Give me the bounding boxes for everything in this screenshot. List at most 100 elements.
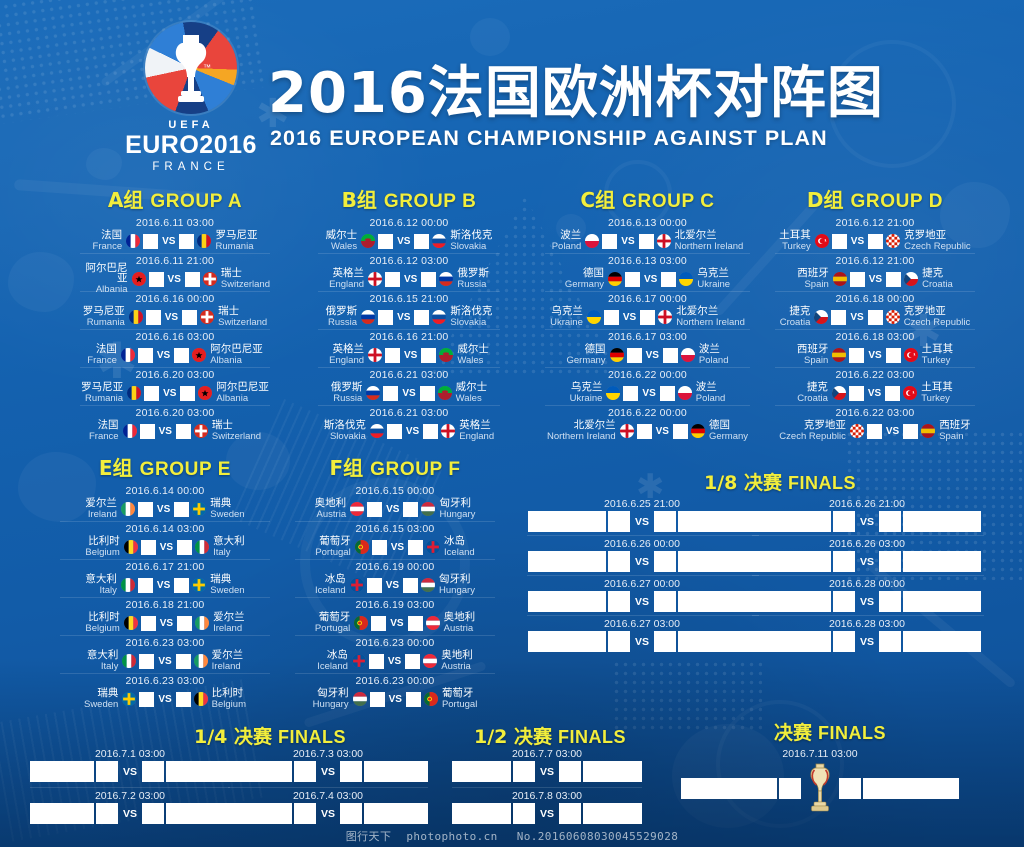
home-score-box[interactable]	[623, 385, 639, 401]
home-score-box[interactable]	[144, 385, 160, 401]
away-score-box[interactable]	[142, 761, 164, 782]
home-team-box[interactable]	[452, 761, 512, 782]
away-score-box[interactable]	[659, 385, 675, 401]
away-team-box[interactable]	[903, 551, 981, 572]
home-score-box[interactable]	[137, 577, 153, 593]
away-score-box[interactable]	[640, 309, 656, 325]
away-score-box[interactable]	[421, 271, 437, 287]
away-score-box[interactable]	[142, 803, 164, 824]
home-team-box[interactable]	[527, 631, 606, 652]
away-team-box[interactable]	[582, 803, 643, 824]
away-team-box[interactable]	[165, 761, 231, 782]
away-score-box[interactable]	[179, 233, 195, 249]
home-score-box[interactable]	[140, 615, 156, 631]
home-score-box[interactable]	[294, 761, 316, 782]
away-team-box[interactable]	[678, 511, 756, 532]
home-score-box[interactable]	[378, 233, 394, 249]
away-score-box[interactable]	[638, 233, 654, 249]
away-score-box[interactable]	[868, 233, 884, 249]
home-score-box[interactable]	[371, 539, 387, 555]
home-team-box[interactable]	[752, 551, 831, 572]
home-score-box[interactable]	[848, 385, 864, 401]
home-score-box[interactable]	[140, 539, 156, 555]
home-score-box[interactable]	[145, 309, 161, 325]
away-score-box[interactable]	[177, 539, 193, 555]
away-score-box[interactable]	[661, 271, 677, 287]
home-score-box[interactable]	[832, 511, 855, 532]
away-score-box[interactable]	[654, 551, 676, 572]
away-score-box[interactable]	[654, 631, 676, 652]
away-score-box[interactable]	[654, 591, 676, 612]
away-score-box[interactable]	[175, 691, 191, 707]
away-score-box[interactable]	[672, 423, 688, 439]
away-team-box[interactable]	[678, 551, 756, 572]
home-score-box[interactable]	[607, 591, 630, 612]
away-team-box[interactable]	[903, 591, 981, 612]
home-score-box[interactable]	[849, 347, 865, 363]
home-team-box[interactable]	[452, 803, 512, 824]
away-score-box[interactable]	[423, 423, 439, 439]
home-team-box[interactable]	[752, 631, 831, 652]
home-score-box[interactable]	[368, 653, 384, 669]
away-score-box[interactable]	[174, 501, 190, 517]
home-score-box[interactable]	[367, 501, 383, 517]
home-score-box[interactable]	[513, 761, 535, 782]
home-score-box[interactable]	[849, 271, 865, 287]
home-score-box[interactable]	[137, 501, 153, 517]
home-score-box[interactable]	[139, 653, 155, 669]
away-score-box[interactable]	[559, 803, 581, 824]
away-score-box[interactable]	[879, 631, 901, 652]
away-score-box[interactable]	[405, 653, 421, 669]
home-score-box[interactable]	[626, 347, 642, 363]
away-score-box[interactable]	[879, 511, 901, 532]
home-team-box[interactable]	[228, 761, 293, 782]
home-team-box[interactable]	[228, 803, 293, 824]
home-score-box[interactable]	[385, 347, 401, 363]
away-score-box[interactable]	[403, 577, 419, 593]
away-team-box[interactable]	[903, 511, 981, 532]
home-score-box[interactable]	[607, 631, 630, 652]
away-score-box[interactable]	[885, 385, 901, 401]
home-team-box[interactable]	[752, 591, 831, 612]
away-score-box[interactable]	[886, 271, 902, 287]
away-team-box[interactable]	[678, 591, 756, 612]
away-score-box[interactable]	[839, 777, 861, 799]
home-team-box[interactable]	[30, 761, 95, 782]
away-score-box[interactable]	[175, 423, 191, 439]
home-score-box[interactable]	[139, 423, 155, 439]
home-score-box[interactable]	[831, 309, 847, 325]
away-score-box[interactable]	[414, 309, 430, 325]
away-team-box[interactable]	[165, 803, 231, 824]
home-score-box[interactable]	[137, 347, 153, 363]
home-team-box[interactable]	[752, 511, 831, 532]
away-score-box[interactable]	[180, 385, 196, 401]
home-score-box[interactable]	[386, 423, 402, 439]
away-score-box[interactable]	[903, 423, 919, 439]
away-score-box[interactable]	[340, 761, 362, 782]
away-score-box[interactable]	[175, 653, 191, 669]
home-score-box[interactable]	[366, 577, 382, 593]
home-score-box[interactable]	[378, 309, 394, 325]
away-score-box[interactable]	[340, 803, 362, 824]
away-score-box[interactable]	[174, 347, 190, 363]
home-score-box[interactable]	[603, 309, 619, 325]
away-score-box[interactable]	[662, 347, 678, 363]
home-score-box[interactable]	[294, 803, 316, 824]
home-score-box[interactable]	[636, 423, 652, 439]
home-score-box[interactable]	[371, 615, 387, 631]
away-team-box[interactable]	[363, 803, 429, 824]
away-score-box[interactable]	[885, 347, 901, 363]
away-score-box[interactable]	[407, 615, 423, 631]
away-score-box[interactable]	[184, 271, 200, 287]
home-score-box[interactable]	[832, 631, 855, 652]
home-score-box[interactable]	[96, 761, 118, 782]
away-team-box[interactable]	[582, 761, 643, 782]
away-score-box[interactable]	[421, 347, 437, 363]
away-score-box[interactable]	[182, 309, 198, 325]
home-score-box[interactable]	[832, 551, 855, 572]
away-score-box[interactable]	[867, 309, 883, 325]
home-score-box[interactable]	[832, 591, 855, 612]
home-team-box[interactable]	[527, 551, 606, 572]
away-score-box[interactable]	[559, 761, 581, 782]
home-score-box[interactable]	[96, 803, 118, 824]
